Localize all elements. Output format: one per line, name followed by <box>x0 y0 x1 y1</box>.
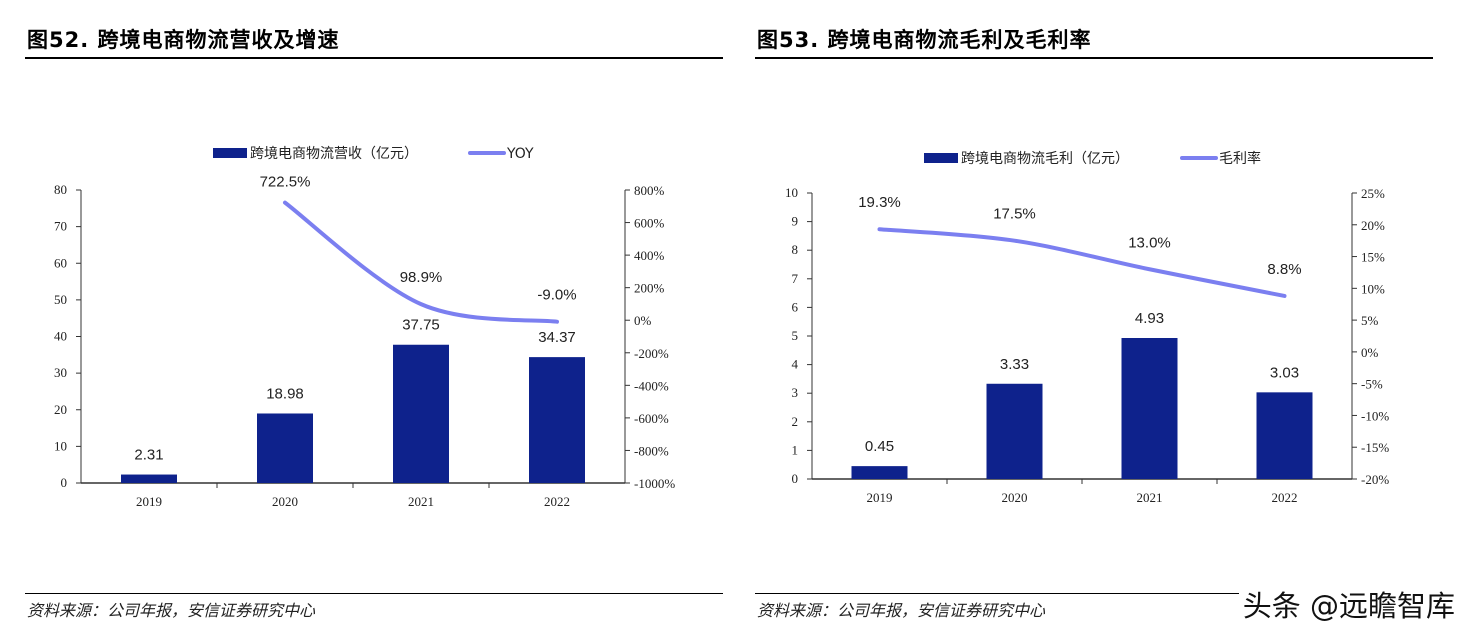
bar-data-label: 37.75 <box>402 317 440 334</box>
title-rule <box>755 57 1433 59</box>
source-rule <box>755 593 1433 594</box>
y2-tick-label: 5% <box>1361 313 1379 328</box>
y2-tick-label: 400% <box>634 248 665 263</box>
x-tick-label: 2019 <box>867 490 893 505</box>
y-tick-label: 20 <box>54 402 67 417</box>
y-tick-label: 9 <box>792 214 799 229</box>
y-tick-label: 7 <box>792 271 799 286</box>
x-tick-label: 2020 <box>272 494 298 509</box>
y2-tick-label: 20% <box>1361 218 1385 233</box>
source-rule <box>25 593 723 594</box>
y2-tick-label: 15% <box>1361 250 1385 265</box>
bar-2022 <box>1256 392 1313 479</box>
y-tick-label: 8 <box>792 242 799 257</box>
y2-tick-label: -400% <box>634 378 669 393</box>
title-rule <box>25 57 723 59</box>
bar-2020 <box>986 383 1043 479</box>
line-data-label: 13.0% <box>1128 234 1171 251</box>
bar-data-label: 0.45 <box>865 438 894 455</box>
y2-tick-label: -10% <box>1361 408 1389 423</box>
bar-data-label: 4.93 <box>1135 310 1164 327</box>
y2-tick-label: 10% <box>1361 281 1385 296</box>
y-tick-label: 3 <box>792 385 799 400</box>
y-tick-label: 0 <box>792 471 799 486</box>
y2-tick-label: -20% <box>1361 472 1389 487</box>
legend-bar-swatch <box>924 153 958 163</box>
y-tick-label: 70 <box>54 219 67 234</box>
bar-2019 <box>851 466 908 479</box>
bar-2021 <box>1121 338 1178 479</box>
y-tick-label: 5 <box>792 328 799 343</box>
y-tick-label: 10 <box>785 185 798 200</box>
y-tick-label: 2 <box>792 414 799 429</box>
y2-tick-label: 200% <box>634 281 665 296</box>
source-note: 资料来源：公司年报，安信证券研究中心 <box>27 601 316 620</box>
bar-2021 <box>393 344 449 483</box>
bar-2019 <box>121 474 177 483</box>
x-tick-label: 2020 <box>1002 490 1028 505</box>
y-tick-label: 6 <box>792 299 799 314</box>
watermark: 头条 @远瞻智库 <box>1238 583 1459 625</box>
y2-tick-label: 0% <box>1361 345 1379 360</box>
y-tick-label: 0 <box>61 475 68 490</box>
y2-tick-label: 25% <box>1361 186 1385 201</box>
line-data-label: 98.9% <box>400 269 443 286</box>
bar-2022 <box>529 357 585 483</box>
legend-bar-label: 跨境电商物流营收（亿元） <box>250 146 418 162</box>
y-tick-label: 30 <box>54 365 67 380</box>
y2-tick-label: -5% <box>1361 377 1383 392</box>
x-tick-label: 2021 <box>1137 490 1163 505</box>
line-data-label: -9.0% <box>537 287 576 304</box>
x-tick-label: 2019 <box>136 494 162 509</box>
y2-tick-label: 800% <box>634 183 665 198</box>
y-tick-label: 4 <box>792 357 799 372</box>
line-data-label: 19.3% <box>858 194 901 211</box>
y2-tick-label: -200% <box>634 346 669 361</box>
figure-53-title: 图53. 跨境电商物流毛利及毛利率 <box>757 28 1092 52</box>
y2-tick-label: 0% <box>634 313 652 328</box>
y2-tick-label: -800% <box>634 443 669 458</box>
y-tick-label: 60 <box>54 255 67 270</box>
bar-data-label: 2.31 <box>134 447 163 464</box>
y-tick-label: 80 <box>54 182 67 197</box>
source-note: 资料来源：公司年报，安信证券研究中心 <box>757 601 1046 620</box>
line-data-label: 17.5% <box>993 206 1036 223</box>
x-tick-label: 2022 <box>1272 490 1298 505</box>
y-tick-label: 10 <box>54 438 67 453</box>
y2-tick-label: -15% <box>1361 440 1389 455</box>
y2-tick-label: -600% <box>634 411 669 426</box>
line-series <box>283 200 559 324</box>
legend-bar-swatch <box>213 148 247 158</box>
legend-line-label: YOY <box>506 146 534 162</box>
x-tick-label: 2021 <box>408 494 434 509</box>
bar-data-label: 34.37 <box>538 329 576 346</box>
y2-tick-label: 600% <box>634 216 665 231</box>
y2-tick-label: -1000% <box>634 476 675 491</box>
bar-data-label: 3.03 <box>1270 364 1299 381</box>
figure-52-title: 图52. 跨境电商物流营收及增速 <box>27 28 340 52</box>
y-tick-label: 1 <box>792 442 799 457</box>
bar-2020 <box>257 413 313 483</box>
line-data-label: 8.8% <box>1267 261 1301 278</box>
bar-data-label: 3.33 <box>1000 356 1029 373</box>
y-tick-label: 50 <box>54 292 67 307</box>
x-tick-label: 2022 <box>544 494 570 509</box>
line-series <box>877 227 1287 298</box>
line-data-label: 722.5% <box>260 174 311 191</box>
legend-bar-label: 跨境电商物流毛利（亿元） <box>961 151 1129 167</box>
y-tick-label: 40 <box>54 329 67 344</box>
legend-line-label: 毛利率 <box>1219 150 1261 167</box>
bar-data-label: 18.98 <box>266 385 304 402</box>
